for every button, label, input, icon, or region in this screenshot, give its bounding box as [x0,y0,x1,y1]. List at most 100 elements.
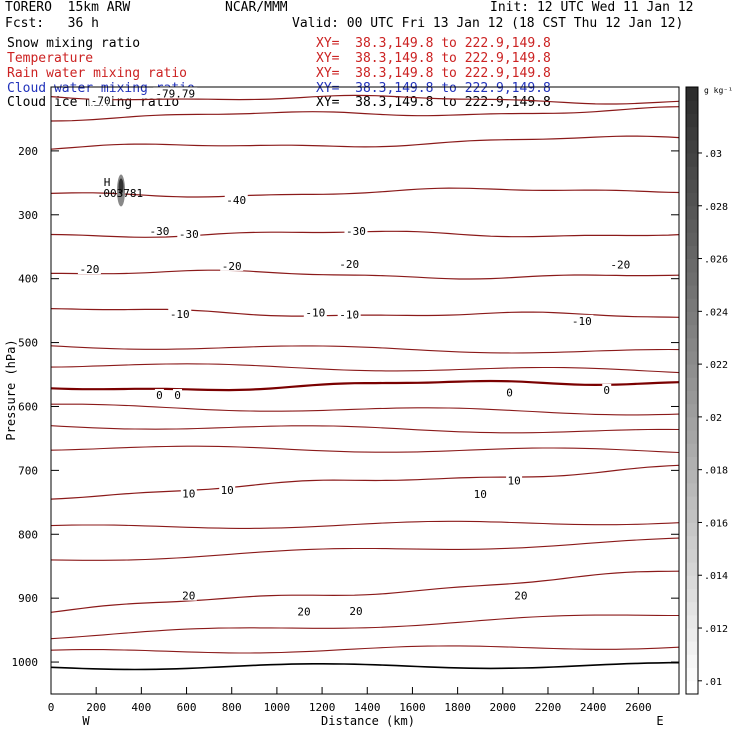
contour-label-6: -20 [79,263,99,276]
contour-line-5 [50,520,680,529]
contour-label-bg-20 [472,488,489,500]
colorbar-tick-label-8: .026 [704,255,728,266]
cloud-ice-core [118,178,124,195]
y-tick-label-2: 400 [18,273,38,286]
x-tick-label-4: 800 [222,701,242,714]
contour-label-20: 10 [474,488,487,501]
colorbar-step-43 [686,113,698,128]
contour-label-bg-0 [89,94,113,106]
colorbar-tick-label-5: .02 [704,413,722,424]
plot-frame [50,86,680,695]
field-xy-snow: XY= 38.3,149.8 to 222.9,149.8 [316,36,551,51]
field-xy-temperature: XY= 38.3,149.8 to 222.9,149.8 [316,51,551,66]
contour-label-3: -30 [149,225,169,238]
contour-label-bg-18 [180,487,197,499]
field-label-temperature: Temperature [7,51,94,66]
colorbar-step-40 [686,152,698,167]
contour-label-bg-4 [177,227,201,239]
x-tick-label-7: 1400 [354,701,381,714]
y-tick-label-5: 700 [18,464,38,477]
contour-label-13: -10 [572,315,592,328]
isotherm--50 [50,135,680,150]
contour-label-25: 20 [514,590,527,603]
colorbar-step-15 [686,482,698,497]
x-tick-label-13: 2600 [625,701,652,714]
colorbar-tick-label-7: .024 [704,307,728,318]
field-xy-rain: XY= 38.3,149.8 to 222.9,149.8 [316,66,551,81]
colorbar-step-32 [686,258,698,273]
colorbar-step-44 [686,100,698,114]
colorbar-step-39 [686,166,698,180]
isotherm-0 [50,379,680,392]
isotherm--70 [50,94,680,105]
colorbar-step-45 [686,87,698,101]
contour-line-6 [50,537,680,561]
contour-label-11: -10 [305,307,325,320]
field-xy-cloud-ice: XY= 38.3,149.8 to 222.9,149.8 [316,95,551,110]
contour-label-8: -20 [339,258,359,271]
valid-time: Valid: 00 UTC Fri 13 Jan 12 (18 CST Thu … [292,16,684,31]
contour-label-bg-17 [602,383,612,395]
colorbar-step-17 [686,456,698,471]
colorbar-step-30 [686,284,698,299]
contour-label-23: 20 [297,606,310,619]
y-tick-label-8: 1000 [12,656,39,669]
contour-label-bg-6 [77,263,101,275]
contour-label-bg-19 [219,484,236,496]
contour-label-12: -10 [339,308,359,321]
contour-line-4 [50,445,680,454]
x-axis-right-end-label: E [656,714,663,728]
contour-label-bg-13 [570,314,594,326]
colorbar-step-24 [686,364,698,378]
y-tick-label-4: 600 [18,400,38,413]
y-tick-label-0: 200 [18,145,38,158]
colorbar-step-12 [686,522,698,537]
colorbar-step-28 [686,311,698,326]
field-label-snow: Snow mixing ratio [7,36,141,51]
colorbar-step-34 [686,232,698,246]
colorbar-step-1 [686,667,698,682]
x-tick-label-6: 1200 [309,701,336,714]
contour-label-1: -79.79 [155,87,195,100]
colorbar-step-7 [686,588,698,603]
contour-label-4: -30 [179,228,199,241]
colorbar-step-23 [686,377,698,391]
contour-label-bg-9 [608,258,632,270]
isotherm--20 [51,269,680,280]
max-marker: H [104,176,111,189]
contour-label-bg-21 [506,474,523,486]
center-title: NCAR/MMM [225,0,288,15]
contour-line-2 [51,403,680,416]
colorbar-step-41 [686,139,698,154]
init-time: Init: 12 UTC Wed 11 Jan 12 [490,0,694,15]
contour-label-21: 10 [507,475,520,488]
colorbar-tick-label-10: .03 [704,149,722,160]
y-tick-label-3: 500 [18,337,38,350]
max-value-label: .003781 [97,187,143,200]
colorbar-step-26 [686,337,698,352]
colorbar-step-6 [686,601,698,616]
y-tick-label-1: 300 [18,209,38,222]
colorbar-tick-label-4: .018 [704,466,728,477]
isotherm--60 [50,106,680,122]
colorbar-step-22 [686,390,698,405]
contour-label-5: -30 [346,225,366,238]
contour-label-17: 0 [603,384,610,397]
contour-label-bg-14 [154,388,164,400]
colorbar-step-21 [686,403,698,418]
contour-label-0: -70 [91,94,111,107]
x-tick-label-12: 2400 [580,701,607,714]
contour-label-bg-11 [303,306,327,318]
x-tick-label-11: 2200 [535,701,562,714]
contour-label-15: 0 [174,389,181,402]
colorbar-step-20 [686,416,698,431]
colorbar-step-36 [686,205,698,220]
colorbar-frame [685,86,699,695]
colorbar-step-38 [686,179,698,194]
contour-label-bg-22 [180,589,197,601]
colorbar-tick-label-3: .016 [704,518,728,529]
contour-label-16: 0 [506,386,513,399]
contour-label-bg-12 [337,308,361,320]
colorbar-step-3 [686,641,698,655]
isotherm--40 [50,187,680,198]
